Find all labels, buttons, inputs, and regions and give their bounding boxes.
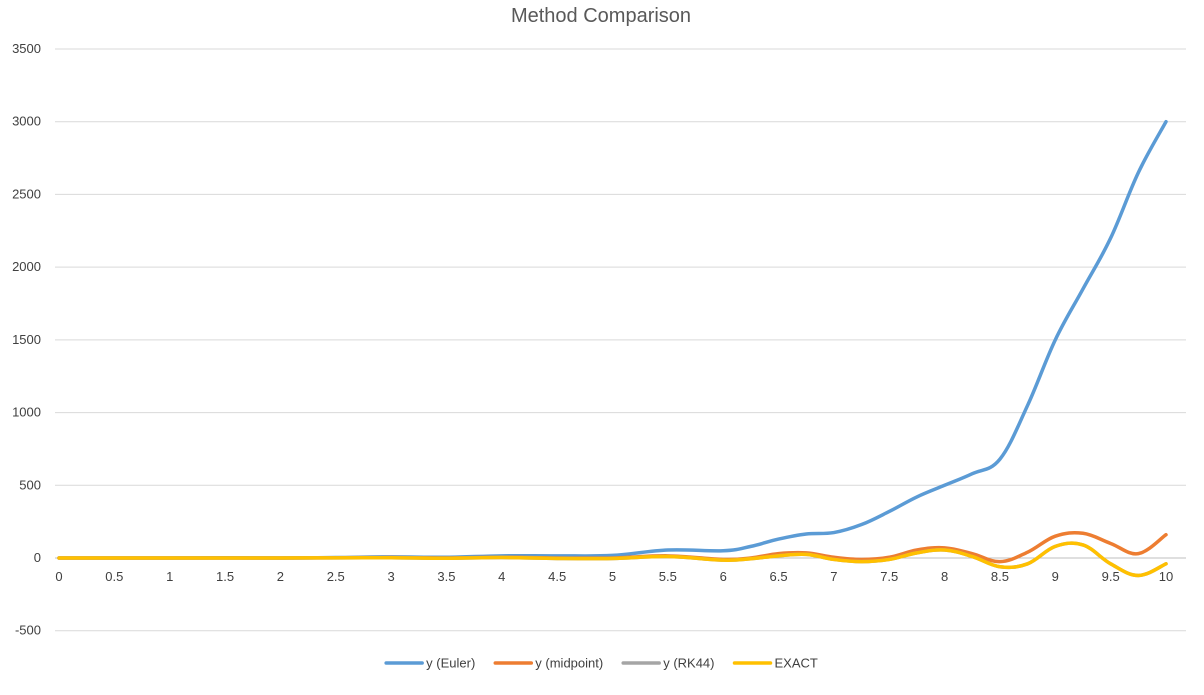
series-line-exact <box>57 541 1168 578</box>
series-lines <box>57 119 1168 578</box>
x-tick-label: 5 <box>609 569 616 584</box>
x-tick-label: 10 <box>1159 569 1173 584</box>
x-tick-label: 0 <box>55 569 62 584</box>
legend-item-y-euler: y (Euler) <box>384 656 475 671</box>
x-tick-label: 7.5 <box>880 569 898 584</box>
y-tick-label: 2500 <box>12 186 41 201</box>
y-tick-label: 1500 <box>12 332 41 347</box>
y-tick-label: 500 <box>19 477 41 492</box>
x-tick-label: 8.5 <box>991 569 1009 584</box>
legend-label: y (midpoint) <box>535 656 603 671</box>
y-tick-label: 1000 <box>12 405 41 420</box>
legend-label: y (RK44) <box>663 656 714 671</box>
x-tick-label: 9 <box>1052 569 1059 584</box>
y-tick-label: 3500 <box>12 41 41 56</box>
y-tick-label: 3000 <box>12 114 41 129</box>
legend: y (Euler) y (midpoint) y (RK44) EXACT <box>384 656 818 671</box>
legend-item-exact: EXACT <box>732 656 818 671</box>
legend-label: y (Euler) <box>426 656 475 671</box>
x-tick-label: 4 <box>498 569 505 584</box>
x-tick-label: 9.5 <box>1102 569 1120 584</box>
x-tick-label: 5.5 <box>659 569 677 584</box>
x-tick-label: 4.5 <box>548 569 566 584</box>
x-tick-label: 1.5 <box>216 569 234 584</box>
y-tick-label: 0 <box>34 550 41 565</box>
x-tick-label: 8 <box>941 569 948 584</box>
gridlines <box>55 48 1186 632</box>
legend-item-y-rk44: y (RK44) <box>621 656 715 671</box>
legend-label: EXACT <box>775 656 818 671</box>
x-tick-label: 2 <box>277 569 284 584</box>
legend-item-y-midpoint: y (midpoint) <box>493 656 603 671</box>
y-tick-label: -500 <box>15 623 41 638</box>
x-tick-label: 3.5 <box>437 569 455 584</box>
x-tick-label: 0.5 <box>105 569 123 584</box>
x-tick-label: 6.5 <box>770 569 788 584</box>
x-tick-label: 7 <box>830 569 837 584</box>
x-tick-label: 3 <box>387 569 394 584</box>
x-tick-label: 1 <box>166 569 173 584</box>
chart-title: Method Comparison <box>511 5 691 27</box>
y-tick-label: 2000 <box>12 259 41 274</box>
x-tick-label: 2.5 <box>327 569 345 584</box>
x-tick-label: 6 <box>720 569 727 584</box>
